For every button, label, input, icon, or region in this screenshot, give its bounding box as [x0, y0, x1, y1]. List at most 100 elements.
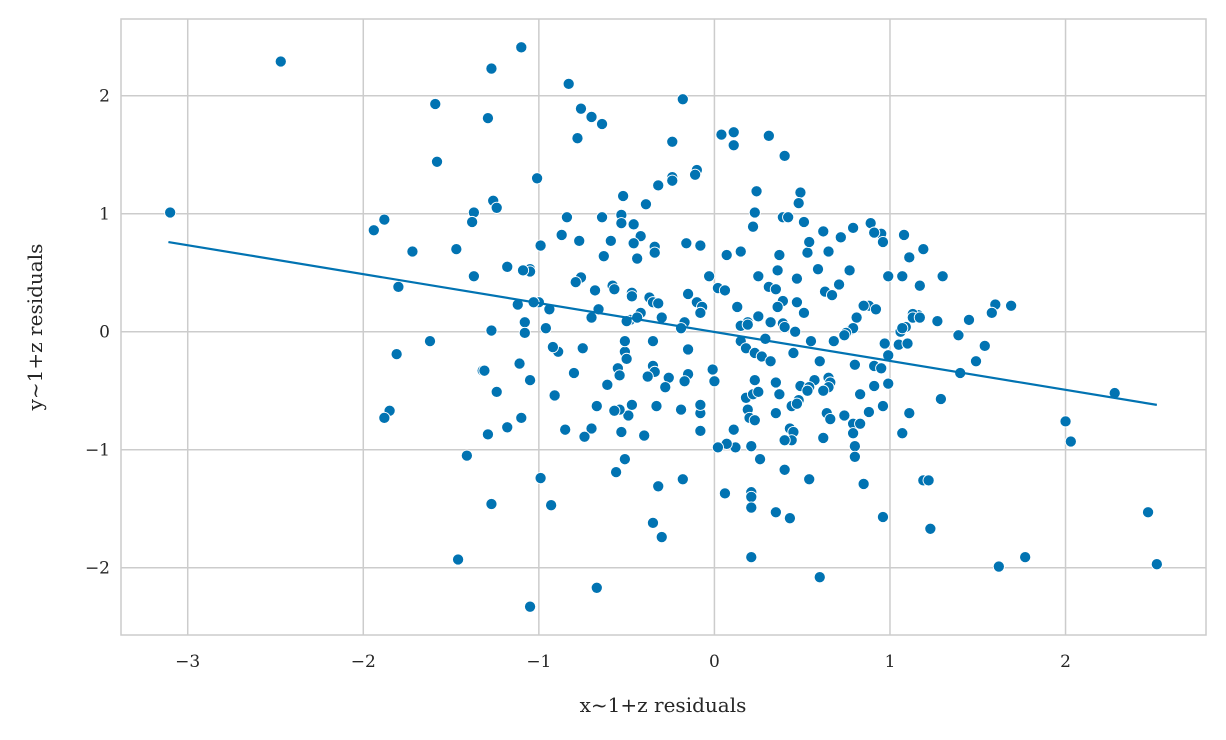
- data-point: [857, 299, 870, 312]
- y-tick-label: 0: [99, 323, 110, 343]
- data-point: [901, 337, 914, 350]
- x-tick-label: 1: [885, 652, 896, 672]
- data-point: [524, 600, 537, 613]
- data-point: [646, 516, 660, 529]
- data-point: [718, 487, 731, 500]
- data-point: [813, 355, 826, 368]
- data-point: [604, 234, 617, 247]
- data-point: [764, 355, 777, 368]
- data-point: [882, 377, 895, 390]
- data-point: [896, 270, 909, 283]
- plot-frame: [120, 18, 1207, 636]
- data-point: [752, 310, 765, 323]
- data-point: [868, 226, 881, 239]
- data-point: [876, 235, 890, 249]
- data-point: [694, 239, 707, 252]
- data-point: [608, 283, 621, 296]
- data-point: [452, 553, 465, 566]
- data-point: [838, 409, 851, 422]
- data-point: [803, 235, 816, 249]
- x-tick-label: −2: [351, 652, 376, 672]
- data-point: [652, 297, 665, 310]
- data-point: [790, 296, 803, 309]
- data-point: [748, 414, 761, 427]
- data-point: [655, 311, 668, 324]
- data-point: [378, 213, 391, 226]
- data-point: [585, 422, 598, 435]
- data-point: [518, 316, 531, 329]
- data-point: [627, 218, 640, 231]
- data-point: [390, 348, 403, 361]
- data-point: [824, 412, 837, 426]
- data-point: [936, 270, 949, 283]
- data-point: [727, 423, 740, 436]
- grid: [121, 19, 1206, 635]
- data-point: [969, 355, 983, 368]
- data-point: [913, 279, 926, 292]
- data-point: [676, 473, 689, 486]
- data-point: [817, 225, 830, 238]
- data-point: [734, 245, 747, 258]
- data-point: [876, 400, 890, 413]
- data-point: [875, 362, 888, 375]
- data-point: [689, 168, 702, 181]
- data-point: [596, 117, 609, 131]
- data-point: [485, 497, 498, 511]
- data-point: [985, 306, 998, 319]
- data-point: [620, 352, 633, 365]
- data-point: [813, 571, 826, 584]
- data-point: [903, 407, 916, 420]
- data-point: [574, 102, 588, 115]
- data-point: [615, 217, 628, 230]
- data-point: [868, 379, 881, 393]
- data-point: [862, 405, 875, 419]
- data-point: [708, 375, 721, 388]
- data-point: [924, 522, 937, 535]
- data-point: [367, 224, 380, 237]
- data-point: [782, 211, 795, 224]
- data-point: [694, 424, 707, 437]
- data-point: [745, 551, 758, 564]
- data-point: [773, 248, 786, 262]
- data-point: [848, 358, 861, 371]
- data-point: [850, 311, 863, 324]
- data-point: [641, 370, 654, 383]
- data-point: [513, 357, 526, 370]
- data-point: [962, 313, 976, 326]
- data-point: [378, 411, 391, 424]
- data-point: [754, 453, 767, 466]
- data-point: [648, 246, 661, 259]
- data-point: [741, 318, 754, 331]
- data-point: [659, 381, 672, 394]
- data-point: [560, 211, 573, 224]
- x-axis-label: x~1+z residuals: [580, 693, 747, 717]
- data-point: [596, 211, 609, 224]
- data-point: [711, 441, 724, 454]
- data-point: [794, 186, 807, 199]
- data-point: [576, 342, 589, 355]
- data-point: [430, 155, 444, 168]
- data-point: [817, 431, 830, 444]
- y-tick-labels: −2 −1 0 1 2: [85, 87, 110, 579]
- data-point: [569, 276, 582, 289]
- y-tick-label: 2: [99, 87, 110, 107]
- data-point: [978, 339, 991, 352]
- data-point: [516, 264, 530, 277]
- data-point: [578, 430, 591, 443]
- data-point: [762, 129, 775, 142]
- data-point: [1142, 506, 1155, 519]
- data-point: [789, 325, 802, 338]
- data-point: [903, 251, 916, 264]
- data-point: [992, 560, 1005, 573]
- data-point: [764, 316, 777, 329]
- scatter-points: [164, 41, 1163, 613]
- data-point: [615, 425, 628, 439]
- data-point: [694, 398, 707, 411]
- data-point: [524, 374, 537, 387]
- data-point: [678, 375, 691, 388]
- data-point: [703, 270, 716, 283]
- data-point: [467, 270, 480, 283]
- data-point: [682, 343, 695, 356]
- data-point: [778, 463, 791, 476]
- data-point: [931, 315, 944, 328]
